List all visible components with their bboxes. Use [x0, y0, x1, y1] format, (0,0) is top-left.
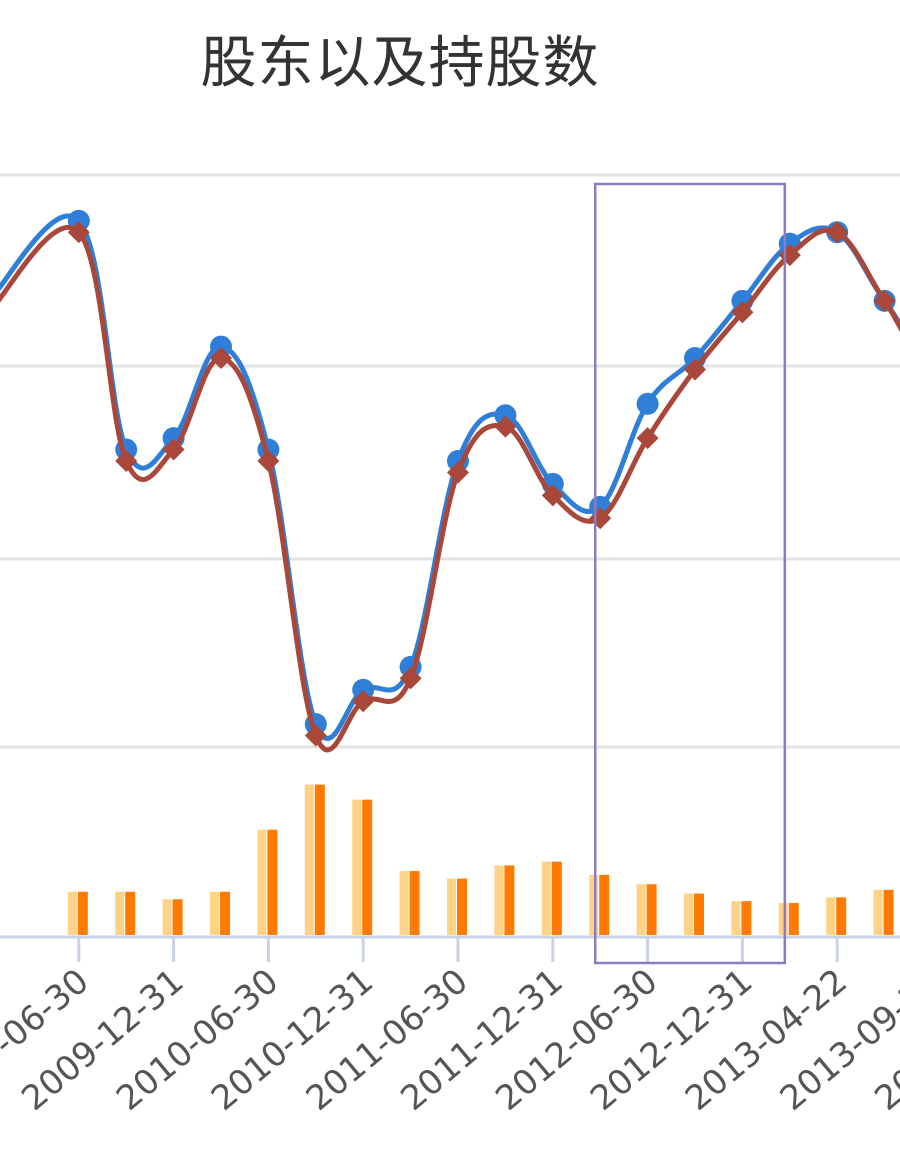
- point-diamond-6: [304, 724, 327, 747]
- x-tick-label-4: 2011-06-30: [299, 961, 476, 1119]
- bar-dark-16: [788, 903, 799, 935]
- point-circle-7: [352, 678, 375, 701]
- bar-light-13: [636, 884, 646, 935]
- bar-light-18: [873, 889, 883, 935]
- point-diamond-5: [257, 450, 280, 472]
- bar-light-5: [257, 829, 267, 935]
- bar-dark-7: [362, 799, 373, 935]
- bar-dark-9: [457, 878, 467, 935]
- bar-dark-12: [599, 874, 610, 935]
- bar-dark-2: [125, 891, 136, 935]
- point-diamond-17: [826, 221, 849, 244]
- bar-dark-18: [883, 889, 894, 935]
- bar-dark-1: [77, 891, 88, 935]
- bar-light-1: [67, 891, 77, 935]
- bar-dark-4: [220, 891, 230, 935]
- x-tick-label-1: 2009-12-31: [14, 961, 191, 1119]
- bar-light-11: [541, 861, 551, 935]
- point-circle-13: [636, 392, 659, 415]
- point-diamond-11: [541, 484, 564, 507]
- point-diamond-10: [494, 415, 517, 438]
- x-axis: 2009-06-302009-12-312010-06-302010-12-31…: [0, 935, 900, 1119]
- point-diamond-13: [636, 427, 659, 450]
- point-diamond-9: [447, 461, 469, 484]
- bar-light-6: [304, 784, 314, 935]
- x-tick-label-5: 2011-12-31: [394, 961, 571, 1119]
- x-tick-label-2: 2010-06-30: [109, 961, 286, 1119]
- bar-dark-5: [267, 829, 278, 935]
- bar-light-10: [494, 865, 504, 935]
- bar-dark-6: [314, 784, 325, 935]
- bar-light-17: [826, 897, 836, 935]
- x-tick-label-6: 2012-06-30: [488, 961, 665, 1119]
- point-diamond-8: [399, 667, 422, 690]
- point-diamond-14: [684, 358, 706, 381]
- bar-dark-14: [694, 893, 704, 935]
- point-diamond-7: [352, 690, 375, 713]
- bar-series: [67, 784, 894, 935]
- point-circle-4: [210, 335, 232, 358]
- bar-dark-10: [504, 865, 515, 935]
- bar-dark-3: [172, 899, 183, 935]
- x-tick-label-7: 2012-12-31: [583, 961, 760, 1119]
- point-circle-10: [494, 404, 517, 427]
- bar-dark-15: [741, 901, 752, 935]
- bar-light-16: [778, 903, 788, 935]
- bar-light-8: [399, 871, 409, 935]
- selection-box[interactable]: [593, 182, 787, 965]
- bar-dark-13: [646, 884, 657, 935]
- point-diamond-3: [162, 438, 185, 461]
- x-tick-label-3: 2010-12-31: [204, 961, 381, 1119]
- bar-light-14: [684, 893, 693, 935]
- x-tick-label-8: 2013-04-22: [678, 961, 855, 1119]
- bar-light-12: [589, 874, 599, 935]
- bar-light-3: [162, 899, 172, 935]
- line-series: [0, 209, 900, 753]
- bar-dark-8: [409, 871, 420, 935]
- bar-light-15: [731, 901, 741, 935]
- bar-light-4: [210, 891, 219, 935]
- chart-title: 股东以及持股数: [200, 31, 600, 96]
- bar-light-9: [447, 878, 456, 935]
- point-diamond-15: [731, 301, 754, 324]
- bar-light-2: [115, 891, 125, 935]
- bar-dark-11: [551, 861, 562, 935]
- bar-dark-17: [836, 897, 847, 935]
- point-diamond-1: [67, 221, 90, 244]
- bar-light-7: [352, 799, 362, 935]
- point-diamond-4: [210, 347, 232, 370]
- point-diamond-18: [873, 289, 896, 312]
- highlight-rect: [593, 182, 787, 965]
- point-diamond-2: [115, 450, 138, 472]
- grid-lines: [0, 173, 900, 749]
